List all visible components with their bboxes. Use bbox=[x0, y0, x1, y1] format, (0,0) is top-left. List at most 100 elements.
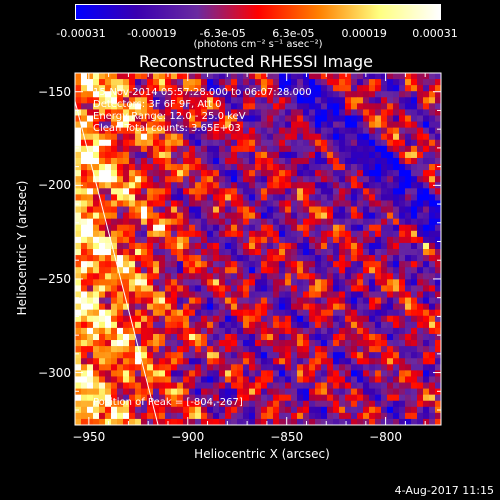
heatmap-cell bbox=[357, 327, 364, 335]
heatmap-cell bbox=[111, 73, 118, 80]
heatmap-cell bbox=[435, 133, 442, 141]
heatmap-cell bbox=[309, 157, 316, 165]
heatmap-cell bbox=[399, 176, 406, 183]
heatmap-cell bbox=[291, 273, 298, 280]
heatmap-cell bbox=[309, 212, 316, 220]
heatmap-cell bbox=[129, 291, 136, 299]
heatmap-cell bbox=[291, 218, 298, 226]
heatmap-cell bbox=[201, 103, 208, 110]
heatmap-cell bbox=[201, 212, 208, 220]
heatmap-cell bbox=[93, 133, 100, 141]
heatmap-cell bbox=[297, 285, 304, 292]
heatmap-cell bbox=[81, 73, 88, 80]
heatmap-cell bbox=[165, 218, 172, 226]
heatmap-cell bbox=[291, 358, 298, 365]
heatmap-cell bbox=[381, 236, 388, 244]
heatmap-cell bbox=[249, 364, 256, 371]
heatmap-cell bbox=[87, 352, 94, 359]
heatmap-cell bbox=[291, 164, 298, 171]
heatmap-cell bbox=[375, 151, 382, 159]
heatmap-cell bbox=[261, 394, 268, 402]
heatmap-cell bbox=[351, 418, 358, 426]
heatmap-cell bbox=[99, 261, 106, 268]
heatmap-cell bbox=[279, 376, 286, 384]
heatmap-cell bbox=[105, 206, 112, 214]
heatmap-cell bbox=[171, 303, 178, 311]
heatmap-cell bbox=[387, 194, 394, 201]
heatmap-cell bbox=[231, 157, 238, 165]
heatmap-cell bbox=[171, 370, 178, 377]
heatmap-cell bbox=[411, 370, 418, 377]
heatmap-cell bbox=[417, 157, 424, 165]
heatmap-cell bbox=[273, 376, 280, 384]
heatmap-cell bbox=[285, 315, 292, 323]
heatmap-cell bbox=[147, 212, 154, 220]
heatmap-cell bbox=[207, 182, 214, 189]
heatmap-cell bbox=[213, 249, 220, 256]
heatmap-cell bbox=[123, 157, 130, 165]
heatmap-cell bbox=[405, 200, 412, 208]
heatmap-cell bbox=[399, 151, 406, 159]
heatmap-cell bbox=[165, 109, 172, 116]
heatmap-cell bbox=[393, 97, 400, 104]
heatmap-cell bbox=[237, 127, 244, 135]
heatmap-cell bbox=[309, 103, 316, 110]
heatmap-cell bbox=[225, 346, 232, 353]
heatmap-cell bbox=[381, 279, 388, 286]
heatmap-cell bbox=[303, 236, 310, 244]
heatmap-cell bbox=[255, 212, 262, 220]
heatmap-cell bbox=[435, 151, 442, 159]
heatmap-cell bbox=[165, 406, 172, 414]
heatmap-cell bbox=[183, 346, 190, 353]
heatmap-cell bbox=[285, 194, 292, 201]
heatmap-cell bbox=[405, 145, 412, 153]
heatmap-cell bbox=[159, 394, 166, 402]
heatmap-cell bbox=[153, 267, 160, 274]
heatmap-cell bbox=[87, 358, 94, 365]
heatmap-cell bbox=[129, 418, 136, 426]
heatmap-cell bbox=[423, 255, 430, 262]
heatmap-cell bbox=[93, 224, 100, 232]
heatmap-cell bbox=[327, 212, 334, 220]
heatmap-cell bbox=[411, 73, 418, 80]
heatmap-cell bbox=[267, 321, 274, 329]
heatmap-cell bbox=[243, 230, 250, 238]
heatmap-cell bbox=[99, 230, 106, 238]
heatmap-cell bbox=[291, 382, 298, 390]
heatmap-cell bbox=[405, 358, 412, 365]
heatmap-cell bbox=[417, 388, 424, 396]
heatmap-cell bbox=[75, 230, 82, 238]
heatmap-cell bbox=[243, 218, 250, 226]
heatmap-cell bbox=[279, 188, 286, 195]
heatmap-cell bbox=[351, 182, 358, 189]
heatmap-cell bbox=[153, 382, 160, 390]
heatmap-cell bbox=[285, 176, 292, 183]
heatmap-cell bbox=[339, 230, 346, 238]
heatmap-cell bbox=[99, 145, 106, 153]
heatmap-cell bbox=[165, 297, 172, 305]
heatmap-cell bbox=[93, 364, 100, 371]
heatmap-cell bbox=[213, 255, 220, 262]
heatmap-cell bbox=[177, 388, 184, 396]
heatmap-cell bbox=[411, 242, 418, 250]
heatmap-cell bbox=[345, 151, 352, 159]
heatmap-cell bbox=[129, 267, 136, 274]
heatmap-cell bbox=[327, 182, 334, 189]
heatmap-cell bbox=[165, 127, 172, 135]
heatmap-cell bbox=[159, 206, 166, 214]
heatmap-cell bbox=[81, 352, 88, 359]
heatmap-cell bbox=[417, 109, 424, 116]
heatmap-cell bbox=[225, 340, 232, 347]
heatmap-cell bbox=[429, 412, 436, 420]
heatmap-cell bbox=[333, 352, 340, 359]
heatmap-cell bbox=[315, 346, 322, 353]
heatmap-cell bbox=[357, 370, 364, 377]
heatmap-cell bbox=[141, 364, 148, 371]
heatmap-cell bbox=[339, 364, 346, 371]
heatmap-cell bbox=[171, 285, 178, 292]
heatmap-cell bbox=[273, 285, 280, 292]
heatmap-cell bbox=[333, 224, 340, 232]
heatmap-cell bbox=[153, 394, 160, 402]
heatmap-cell bbox=[159, 145, 166, 153]
heatmap-cell bbox=[267, 97, 274, 104]
